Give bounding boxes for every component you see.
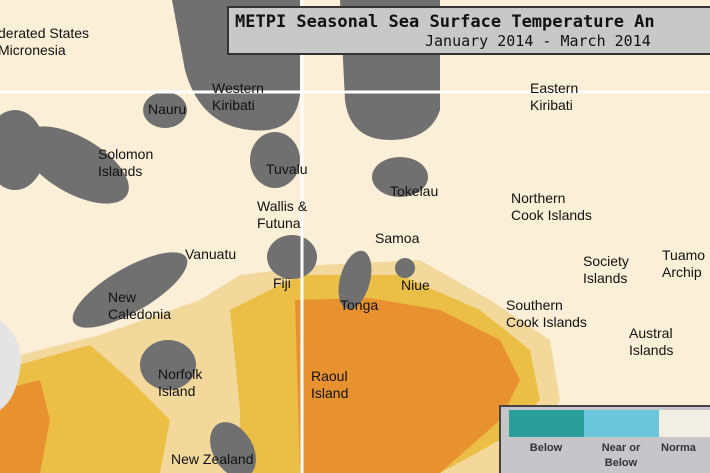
place-label: Tokelau [390,183,439,199]
place-label: Fiji [273,275,291,291]
mask-norfolk [140,340,196,390]
legend-swatch-normal [659,410,710,437]
legend-label-near-below: Near or Below [601,442,641,469]
place-label: Tuamo Archip [662,247,706,280]
legend-label-normal: Norma [661,442,696,454]
place-label: derated States Micronesia [0,25,90,58]
mask-niue [395,258,415,278]
place-label: Niue [401,277,430,293]
map-title: METPI Seasonal Sea Surface Temperature A… [235,12,655,32]
place-label: Samoa [375,230,420,246]
place-label: Western Kiribati [212,80,264,113]
place-label: Nauru [148,101,187,117]
place-label: Southern Cook Islands [506,297,587,330]
mask-tokelau [372,157,428,197]
place-label: Wallis & Futuna [257,198,308,231]
place-label: Eastern Kiribati [530,80,579,113]
place-label: Tuvalu [266,161,308,177]
mask-new-caledonia [72,252,188,328]
legend-swatch-near-below [584,410,659,437]
mask-nauru [143,92,187,128]
anomaly-high-band [0,380,50,473]
map-period: January 2014 - March 2014 [425,32,651,50]
place-label: New Caledonia [108,289,172,322]
mask-tonga [338,250,372,310]
place-label: Raoul Island [311,368,349,401]
legend: Below Near or Below Norma [499,405,710,473]
place-label: Austral Islands [629,325,674,358]
title-box: METPI Seasonal Sea Surface Temperature A… [227,6,710,55]
place-label: Tonga [340,297,379,313]
mask-tuvalu [250,132,300,188]
anomaly-shading [0,260,560,473]
legend-label-below: Below [529,442,563,454]
mask-solomon [21,126,129,204]
anomaly-high-band-east [295,298,520,473]
place-label: Vanuatu [185,246,237,262]
mask-new-zealand [210,422,256,473]
legend-swatch-below [509,410,584,437]
place-label: Society Islands [583,253,629,286]
mask-png [0,110,45,190]
place-label: Solomon Islands [98,146,154,179]
place-label: Norfolk Island [158,366,203,399]
place-label: Northern Cook Islands [511,190,592,223]
place-label: New Zealand [171,451,254,467]
australia-coast [0,320,21,410]
mask-fiji [267,235,317,279]
